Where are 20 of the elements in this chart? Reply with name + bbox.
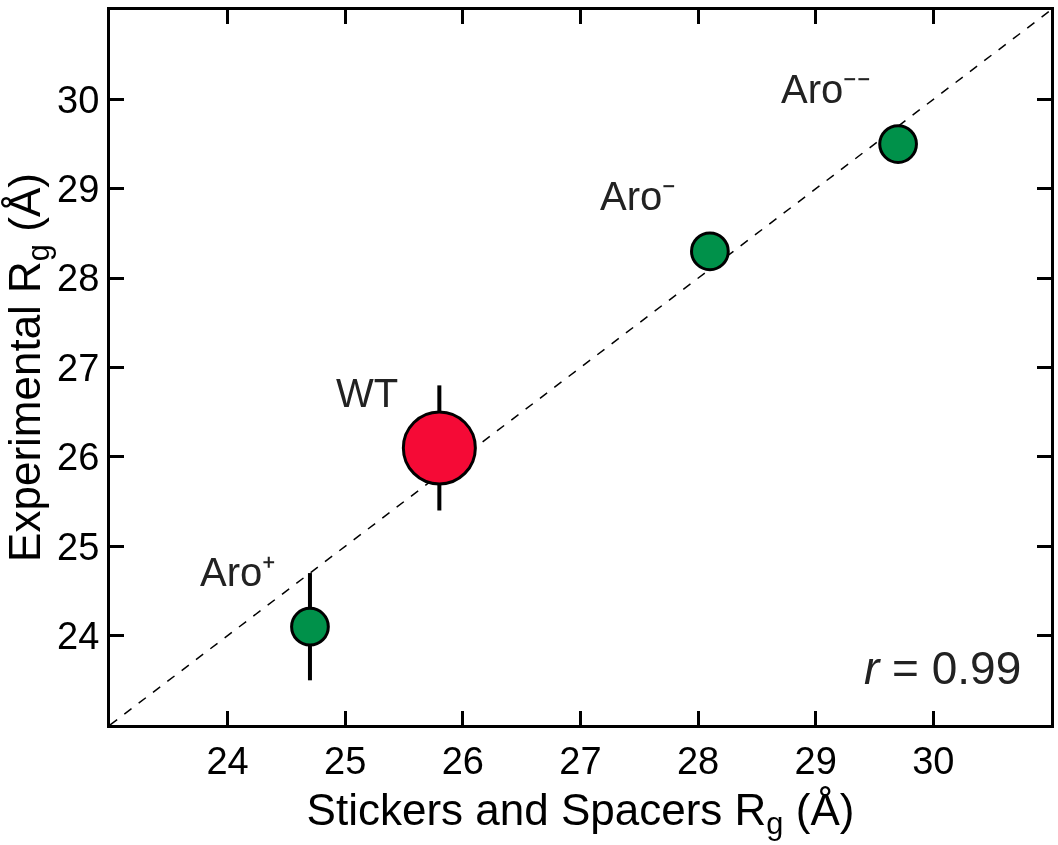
annotation: Aro⁺ bbox=[200, 550, 277, 594]
y-tick-label: 26 bbox=[57, 436, 100, 479]
annotation: r = 0.99 bbox=[864, 642, 1022, 694]
x-tick-label: 30 bbox=[912, 739, 955, 782]
annotation: Aro⁻ bbox=[600, 174, 677, 218]
x-tick-label: 27 bbox=[559, 739, 602, 782]
x-tick-label: 29 bbox=[794, 739, 837, 782]
y-tick-label: 30 bbox=[57, 78, 100, 121]
annotation: Aro⁻⁻ bbox=[781, 67, 872, 111]
x-axis-title: Stickers and Spacers R$_{g}$ (Å) bbox=[306, 784, 855, 842]
x-tick-label: 26 bbox=[441, 739, 485, 782]
y-tick-label: 24 bbox=[57, 614, 100, 657]
y-tick-label: 28 bbox=[57, 257, 100, 300]
x-tick-label: 28 bbox=[676, 739, 720, 782]
y-tick-label: 25 bbox=[57, 525, 100, 568]
y-tick-label: 29 bbox=[57, 168, 100, 211]
x-tick-label: 25 bbox=[324, 739, 367, 782]
y-tick-label: 27 bbox=[57, 346, 100, 389]
annotation: WT bbox=[336, 371, 399, 415]
x-tick-label: 24 bbox=[206, 739, 249, 782]
